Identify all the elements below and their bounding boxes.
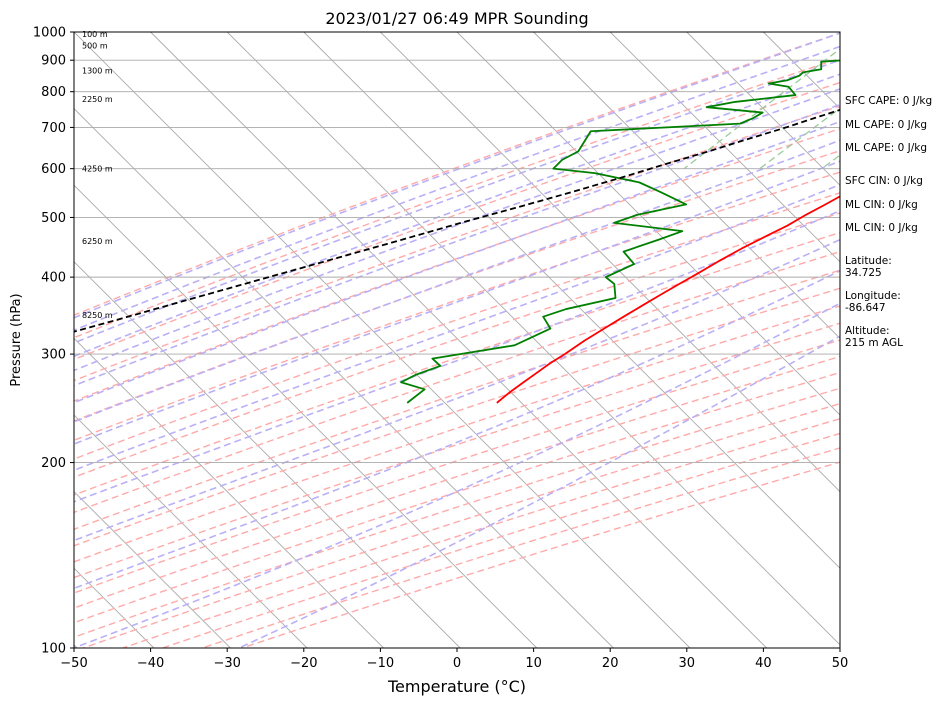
dry-adiabat-line bbox=[74, 355, 840, 609]
dry-adiabat-line bbox=[74, 32, 840, 316]
dry-adiabat-line bbox=[74, 322, 840, 579]
height-label: 4250 m bbox=[82, 165, 113, 174]
height-label: 1300 m bbox=[82, 66, 113, 75]
isotherm-line bbox=[303, 32, 840, 569]
y-tick-label: 200 bbox=[41, 456, 66, 471]
y-tick-label: 500 bbox=[41, 211, 66, 226]
ml-cin-text: ML CIN: 0 J/kg bbox=[845, 199, 918, 211]
moist-adiabat-line bbox=[74, 269, 840, 590]
parcel-profile bbox=[74, 108, 840, 333]
x-tick-label: 50 bbox=[832, 656, 849, 671]
moist-adiabat-line bbox=[74, 32, 840, 319]
height-label: 100 m bbox=[82, 30, 108, 39]
moist-adiabat-line bbox=[74, 103, 840, 387]
longitude-value: -86.647 bbox=[845, 302, 886, 314]
dry-adiabat-line bbox=[74, 287, 840, 547]
isotherm-line bbox=[150, 32, 767, 648]
moist-adiabat-line bbox=[74, 59, 840, 344]
isotherm-line bbox=[74, 414, 308, 648]
longitude-label: Longitude: bbox=[845, 290, 901, 302]
y-tick-label: 1000 bbox=[33, 26, 66, 41]
isotherm-line bbox=[74, 337, 384, 648]
y-tick-label: 700 bbox=[41, 121, 66, 136]
mixing-ratio-line bbox=[759, 107, 840, 170]
isotherm-line bbox=[74, 184, 538, 648]
isotherm-line bbox=[456, 32, 840, 416]
y-axis-label: Pressure (hPa) bbox=[9, 293, 24, 386]
y-tick-label: 800 bbox=[41, 85, 66, 100]
isotherm-line bbox=[686, 32, 840, 186]
chart-title: 2023/01/27 06:49 MPR Sounding bbox=[325, 9, 588, 28]
dry-adiabat-line bbox=[74, 212, 840, 479]
side-info-panel: SFC CAPE: 0 J/kg ML CAPE: 0 J/kg ML CAPE… bbox=[845, 95, 932, 349]
latitude-value: 34.725 bbox=[845, 267, 882, 279]
dry-adiabat-line bbox=[74, 305, 840, 563]
ml-cape-text: ML CAPE: 0 J/kg bbox=[845, 119, 927, 131]
height-label: 6250 m bbox=[82, 237, 113, 246]
dry-adiabat-line bbox=[74, 269, 840, 531]
moist-adiabat-line bbox=[74, 88, 840, 372]
x-axis-label: Temperature (°C) bbox=[387, 677, 526, 696]
y-tick-label: 300 bbox=[41, 348, 66, 363]
latitude-label: Latitude: bbox=[845, 255, 892, 267]
x-tick-label: 0 bbox=[453, 656, 461, 671]
sfc-cin-text: SFC CIN: 0 J/kg bbox=[845, 175, 923, 187]
background-lines bbox=[0, 32, 840, 648]
y-tick-label: 900 bbox=[41, 54, 66, 69]
dry-adiabat-line bbox=[162, 432, 840, 648]
moist-adiabat-line bbox=[74, 120, 840, 404]
moist-adiabat-line bbox=[74, 73, 840, 358]
height-label: 8250 m bbox=[82, 311, 113, 320]
sounding-series bbox=[74, 59, 840, 404]
height-label: 500 m bbox=[82, 42, 108, 51]
isotherm-line bbox=[533, 32, 840, 340]
isotherm-line bbox=[74, 107, 614, 648]
dewpoint-profile bbox=[400, 59, 840, 404]
ml-cin-text-2: ML CIN: 0 J/kg bbox=[845, 222, 918, 234]
y-tick-label: 100 bbox=[41, 642, 66, 657]
y-axis-ticks: 1000 900 800 700 600 500 400 300 200 100 bbox=[33, 26, 74, 657]
isotherm-line bbox=[74, 32, 691, 648]
x-tick-label: 30 bbox=[679, 656, 696, 671]
x-tick-label: −20 bbox=[290, 656, 317, 671]
dry-adiabat-line bbox=[74, 171, 840, 442]
altitude-label: Altitude: bbox=[845, 325, 890, 337]
x-tick-label: −50 bbox=[60, 656, 87, 671]
isotherm-line bbox=[380, 32, 840, 493]
x-tick-label: −30 bbox=[213, 656, 240, 671]
dry-adiabat-line bbox=[74, 371, 840, 624]
moist-adiabat-line bbox=[74, 183, 840, 472]
y-tick-label: 600 bbox=[41, 162, 66, 177]
moist-adiabat-line bbox=[74, 139, 840, 423]
x-tick-label: −10 bbox=[367, 656, 394, 671]
dry-adiabat-line bbox=[74, 192, 840, 460]
x-tick-label: −40 bbox=[137, 656, 164, 671]
altitude-value: 215 m AGL bbox=[845, 337, 903, 349]
moist-adiabat-line bbox=[74, 160, 840, 445]
x-tick-label: 20 bbox=[602, 656, 619, 671]
sfc-cape-text: SFC CAPE: 0 J/kg bbox=[845, 95, 932, 107]
isotherm-line bbox=[74, 490, 231, 648]
dry-adiabat-line bbox=[122, 418, 840, 648]
moist-adiabat-line bbox=[74, 45, 840, 332]
moist-adiabat-line bbox=[74, 209, 840, 503]
dry-adiabat-line bbox=[74, 57, 840, 339]
height-label: 2250 m bbox=[82, 95, 113, 104]
dry-adiabat-line bbox=[74, 387, 840, 638]
height-labels: 100 m 500 m 1300 m 2250 m 4250 m 6250 m 8250 m bbox=[82, 30, 113, 320]
temperature-profile bbox=[496, 195, 840, 404]
x-tick-label: 40 bbox=[755, 656, 772, 671]
isotherm-line bbox=[74, 261, 461, 648]
x-axis-ticks: −50 −40 −30 −20 −10 0 10 20 30 40 50 bbox=[60, 648, 848, 671]
y-tick-label: 400 bbox=[41, 271, 66, 286]
isotherm-line bbox=[0, 32, 1, 648]
mixing-ratio-line bbox=[683, 48, 840, 170]
ml-cape-text-2: ML CAPE: 0 J/kg bbox=[845, 142, 927, 154]
x-tick-label: 10 bbox=[525, 656, 542, 671]
isotherm-line bbox=[226, 32, 840, 646]
